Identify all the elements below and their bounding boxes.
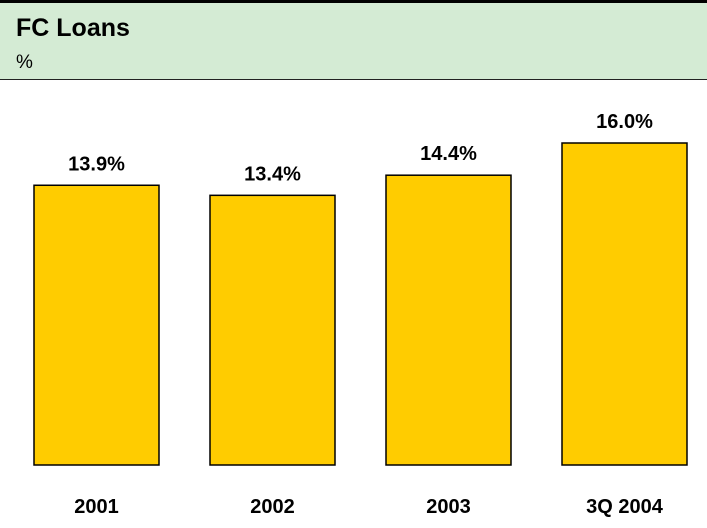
chart-header: FC Loans %	[0, 0, 707, 80]
category-label: 2003	[426, 496, 471, 518]
bar-2003	[385, 174, 512, 466]
category-label: 3Q 2004	[586, 496, 664, 518]
bar-3q-2004	[561, 142, 688, 466]
chart-unit: %	[16, 52, 33, 73]
category-label: 2002	[250, 496, 295, 518]
bar-2002	[209, 194, 336, 466]
data-label: 14.4%	[420, 143, 477, 165]
bar-2001	[33, 184, 160, 466]
chart-title: FC Loans	[16, 14, 130, 42]
data-label: 13.9%	[68, 153, 125, 175]
category-label: 2001	[74, 496, 119, 518]
data-label: 13.4%	[244, 163, 301, 185]
data-label: 16.0%	[596, 111, 653, 133]
